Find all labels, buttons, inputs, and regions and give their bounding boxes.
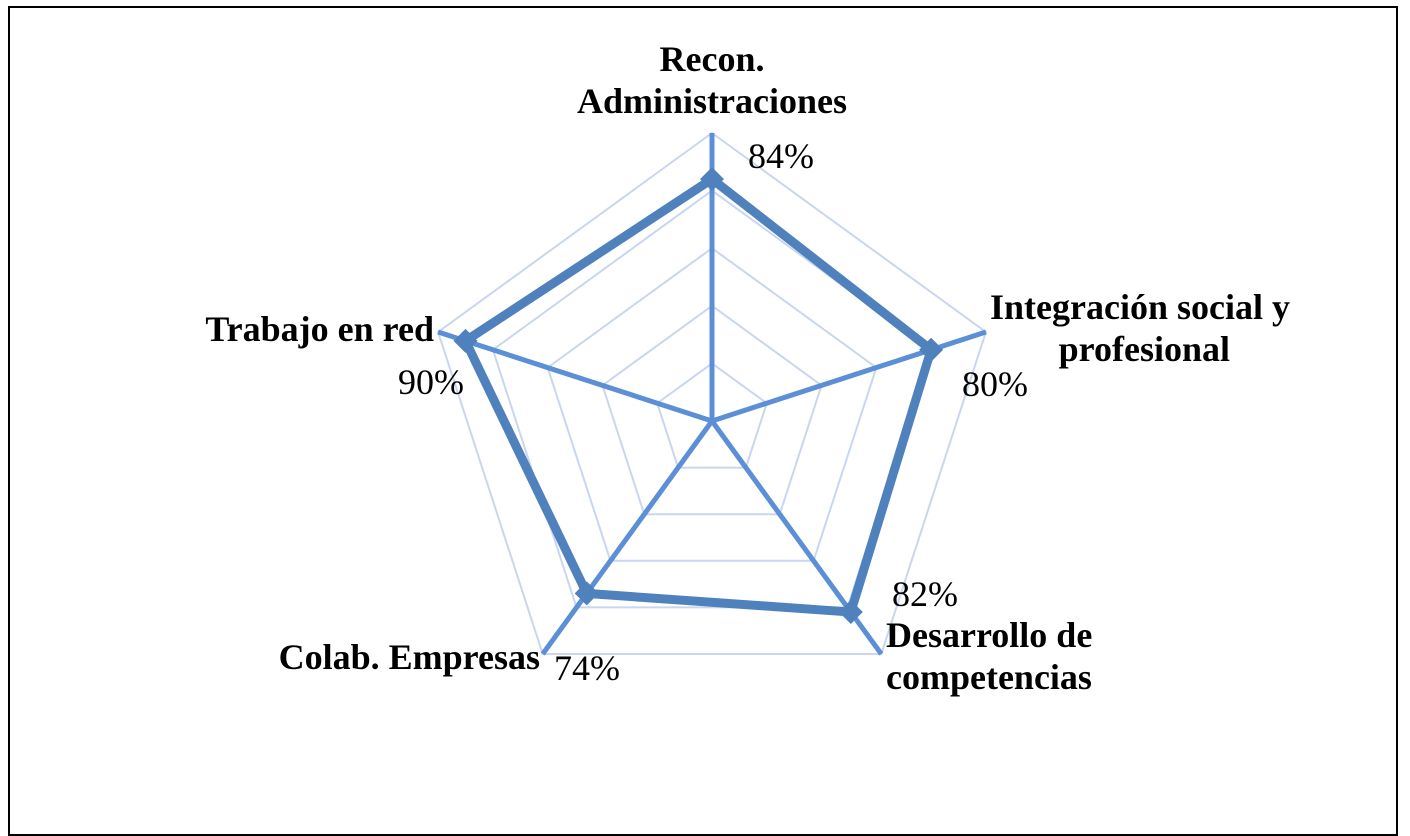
grid-ring-40 bbox=[601, 304, 823, 516]
data-label-trabajo-en-red: 90% bbox=[398, 362, 464, 402]
data-point-marker-1 bbox=[700, 167, 724, 192]
series-line-1 bbox=[459, 173, 937, 617]
axis-line-2 bbox=[711, 329, 987, 424]
data-point-marker-4 bbox=[574, 581, 599, 606]
data-label-colab-empresas: 74% bbox=[554, 648, 620, 688]
data-label-desarrollo-competencias: 82% bbox=[892, 574, 958, 614]
category-label-trabajo-en-red: Trabajo en red bbox=[205, 309, 434, 349]
axis-line-5 bbox=[437, 329, 713, 424]
grid-ring-20 bbox=[656, 362, 768, 469]
data-label-recon-administraciones: 84% bbox=[748, 136, 814, 176]
category-label-desarrollo-competencias: Desarrollo de competencias bbox=[886, 615, 1093, 697]
data-point-marker-5 bbox=[453, 328, 478, 353]
radar-series bbox=[453, 167, 944, 625]
grid-ring-100 bbox=[436, 131, 988, 655]
data-point-marker-3 bbox=[838, 600, 863, 625]
data-label-integracion-social: 80% bbox=[962, 364, 1028, 404]
category-label-integracion-social: Integración social y profesional bbox=[990, 287, 1290, 369]
axis-line-3 bbox=[709, 419, 884, 656]
grid-ring-60 bbox=[546, 246, 878, 562]
category-label-colab-empresas: Colab. Empresas bbox=[278, 637, 540, 677]
category-label-recon-administraciones: Recon. Administraciones bbox=[577, 39, 847, 121]
data-point-marker-2 bbox=[919, 337, 944, 362]
axis-line-4 bbox=[540, 419, 715, 656]
